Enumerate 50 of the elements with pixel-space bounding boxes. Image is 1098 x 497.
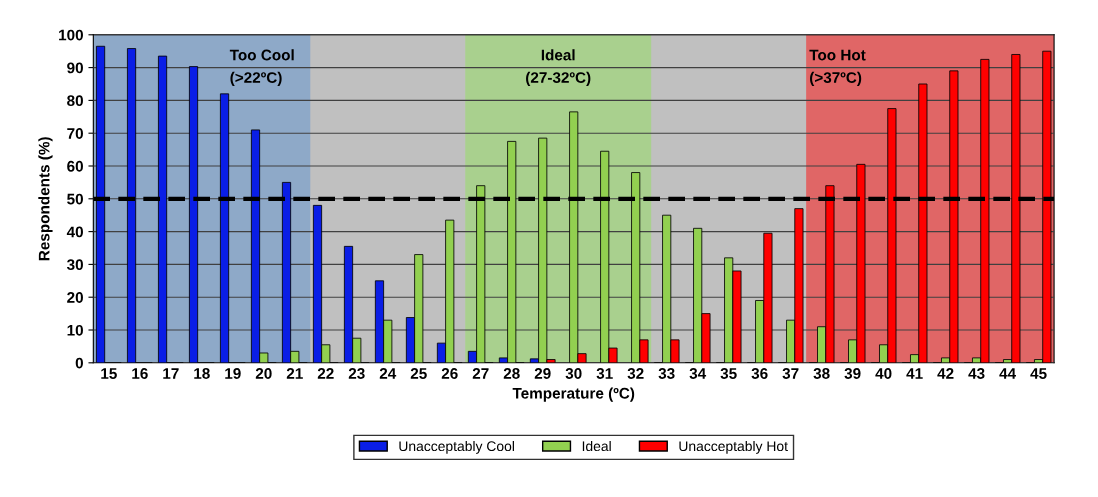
x-tick-label: 17 bbox=[163, 368, 179, 379]
x-tick-label: 20 bbox=[255, 368, 272, 379]
x-tick-label: 25 bbox=[410, 368, 427, 379]
x-tick-label: 35 bbox=[720, 368, 737, 379]
y-tick-label: 20 bbox=[67, 292, 83, 303]
x-tick-label: 28 bbox=[503, 368, 520, 379]
legend-label: Ideal bbox=[582, 440, 611, 452]
x-tick-label: 29 bbox=[534, 368, 551, 379]
x-tick-label: 15 bbox=[101, 368, 117, 379]
y-tick-label: 40 bbox=[66, 226, 83, 238]
y-tick-label: 80 bbox=[67, 95, 83, 107]
legend-label: Unacceptably Hot bbox=[679, 440, 788, 454]
y-tick-label: 70 bbox=[67, 128, 83, 139]
x-tick-label: 31 bbox=[596, 368, 613, 379]
y-tick-label: 60 bbox=[67, 160, 83, 172]
x-tick-label: 38 bbox=[813, 368, 830, 379]
y-tick-label: 10 bbox=[67, 324, 83, 336]
y-tick-label: 30 bbox=[66, 259, 83, 271]
x-tick-label: 40 bbox=[875, 368, 892, 379]
x-tick-label: 43 bbox=[968, 368, 985, 379]
x-tick-label: 34 bbox=[689, 368, 707, 379]
y-tick-label: 50 bbox=[67, 193, 83, 205]
x-tick-label: 19 bbox=[225, 368, 241, 379]
x-axis-title: Temperature (ºC) bbox=[512, 387, 635, 402]
x-tick-label: 27 bbox=[472, 368, 489, 379]
y-tick-label: 100 bbox=[59, 29, 83, 41]
x-tick-label: 32 bbox=[627, 368, 644, 379]
x-tick-label: 37 bbox=[782, 368, 799, 379]
band-label: Too Cool (>22ºC) bbox=[229, 49, 294, 86]
x-tick-label: 18 bbox=[194, 368, 210, 379]
x-tick-label: 44 bbox=[999, 368, 1017, 379]
x-tick-label: 45 bbox=[1030, 368, 1047, 379]
x-tick-label: 33 bbox=[658, 368, 675, 379]
band-label: Ideal (27-32ºC) bbox=[526, 49, 591, 86]
y-axis-title: Respondents (%) bbox=[38, 137, 53, 261]
x-tick-label: 26 bbox=[441, 368, 458, 379]
x-tick-label: 23 bbox=[348, 368, 365, 379]
x-tick-label: 30 bbox=[565, 368, 582, 379]
y-tick-label: 0 bbox=[75, 357, 83, 369]
x-tick-label: 39 bbox=[844, 368, 861, 379]
x-tick-label: 41 bbox=[906, 368, 923, 379]
legend-label: Unacceptably Cool bbox=[399, 440, 514, 454]
x-tick-label: 42 bbox=[937, 368, 954, 379]
y-tick-label: 90 bbox=[67, 62, 83, 74]
x-tick-label: 36 bbox=[751, 368, 768, 379]
band-label: Too Hot (>37ºC) bbox=[809, 49, 866, 86]
x-tick-label: 24 bbox=[379, 368, 397, 379]
x-tick-label: 16 bbox=[132, 368, 148, 379]
x-tick-label: 22 bbox=[317, 368, 334, 379]
x-tick-label: 21 bbox=[286, 368, 303, 379]
